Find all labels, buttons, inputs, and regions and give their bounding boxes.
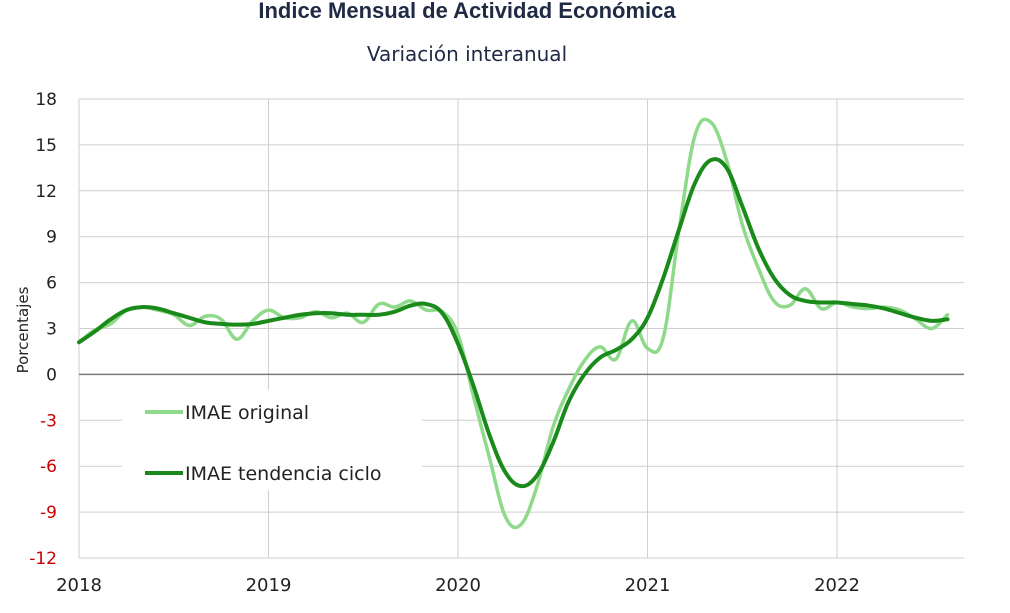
y-tick-label: -12 xyxy=(29,549,57,569)
y-axis-label: Porcentajes xyxy=(14,286,32,373)
y-tick-label: -6 xyxy=(40,457,57,477)
legend: IMAE original IMAE tendencia ciclo xyxy=(122,390,422,490)
y-tick-label: 12 xyxy=(35,182,57,202)
y-tick-label: 15 xyxy=(35,136,57,156)
series-layer xyxy=(77,117,950,530)
y-tick-label: 9 xyxy=(46,228,57,248)
series-line-imae-tendencia-ciclo xyxy=(77,157,950,489)
y-tick-label: -9 xyxy=(40,503,57,523)
x-tick-label: 2021 xyxy=(625,575,671,596)
y-axis-ticks: 18 15 12 9 6 3 0 -3 -6 -9 -12 xyxy=(29,90,57,569)
x-tick-label: 2020 xyxy=(435,575,481,596)
chart-subtitle: Variación interanual xyxy=(367,42,567,66)
y-tick-label: 18 xyxy=(35,90,57,110)
y-tick-label: 3 xyxy=(46,320,57,340)
y-tick-label: 0 xyxy=(46,365,57,385)
x-tick-label: 2019 xyxy=(246,575,292,596)
legend-label-original: IMAE original xyxy=(185,402,309,424)
chart-title: Indice Mensual de Actividad Económica xyxy=(258,0,676,23)
y-tick-label: 6 xyxy=(46,274,57,294)
y-tick-label: -3 xyxy=(40,411,57,431)
x-tick-label: 2022 xyxy=(814,575,860,596)
legend-label-tendencia: IMAE tendencia ciclo xyxy=(185,463,382,485)
x-tick-label: 2018 xyxy=(56,575,102,596)
x-axis-ticks: 2018 2019 2020 2021 2022 xyxy=(56,575,860,596)
